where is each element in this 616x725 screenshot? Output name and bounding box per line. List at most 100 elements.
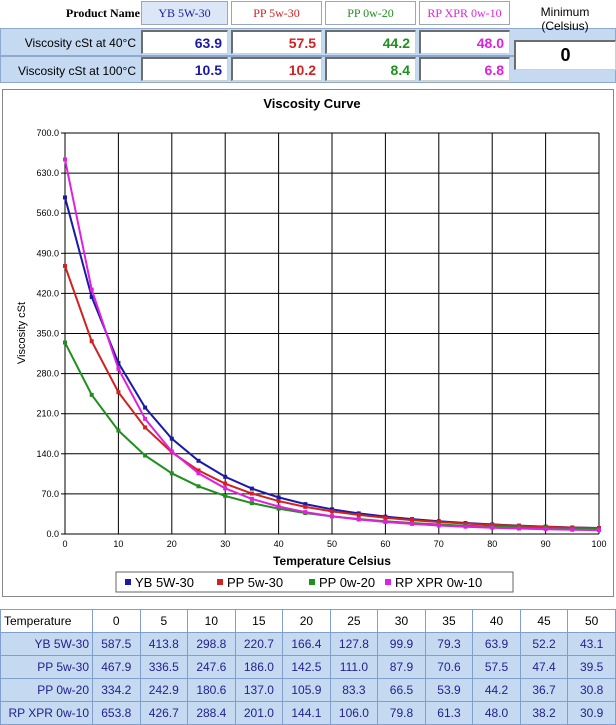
table-cell: 52.2 (519, 632, 569, 656)
series-point (330, 509, 334, 514)
y-tick-label: 350.0 (36, 329, 59, 339)
table-row-label: YB 5W-30 (0, 632, 93, 656)
viscosity-100c-pp-5w-30[interactable]: 10.2 (231, 57, 322, 81)
table-cell: 288.4 (187, 701, 236, 725)
chart-axes: 0 10 20 30 40 50 60 70 80 90 100 0.0 70.0 140.0 210.0 2… (36, 128, 606, 549)
table-header-temp: 40 (472, 609, 521, 633)
table-row: PP 5w-30 467.9 336.5 247.6 186.0 142.5 111.0 87… (0, 655, 616, 679)
legend-entry: PP 5w-30 (227, 575, 283, 590)
series-point (89, 392, 94, 397)
table-header-row: Temperature 0 5 10 15 20 25 30 35 40 45 50 (0, 609, 616, 633)
table-cell: 111.0 (329, 655, 379, 679)
legend-swatch (125, 579, 131, 585)
table-cell: 142.5 (282, 655, 331, 679)
table-header-temp: 30 (377, 609, 426, 633)
table-cell: 336.5 (139, 655, 189, 679)
table-row-label: PP 5w-30 (0, 655, 93, 679)
table-cell: 53.9 (424, 678, 474, 702)
series-point (223, 481, 228, 486)
table-header-temp: 10 (187, 609, 236, 633)
viscosity-100c-yb-5w-30[interactable]: 10.5 (141, 57, 228, 81)
series-point (410, 521, 415, 526)
table-cell: 39.5 (567, 655, 616, 679)
series-point (63, 340, 67, 345)
table-cell: 38.2 (519, 701, 569, 725)
viscosity-40c-pp-5w-30[interactable]: 57.5 (231, 30, 322, 54)
table-header-temp: 20 (282, 609, 331, 633)
table-cell: 413.8 (139, 632, 189, 656)
y-tick-label: 210.0 (36, 409, 59, 419)
table-cell: 247.6 (187, 655, 236, 679)
x-axis-label: Temperature Celsius (273, 554, 391, 568)
y-tick-label: 280.0 (36, 369, 59, 379)
series-point (356, 512, 361, 517)
viscosity-40c-rp-xpr-0w-10[interactable]: 48.0 (419, 30, 510, 54)
table-row-label: RP XPR 0w-10 (0, 701, 93, 725)
table-cell: 44.2 (472, 678, 521, 702)
series-point (89, 294, 94, 299)
table-cell: 70.6 (424, 655, 474, 679)
series-point (410, 518, 415, 523)
series-point (143, 416, 148, 421)
series-point (249, 491, 254, 496)
series-point (196, 471, 201, 476)
table-cell: 83.3 (329, 678, 379, 702)
y-tick-label: 700.0 (36, 128, 59, 138)
series-point (249, 496, 254, 501)
table-row-label: PP 0w-20 (0, 678, 93, 702)
series-point (330, 507, 334, 512)
series-point (570, 527, 575, 532)
series-point (463, 521, 468, 526)
row-label-100c: Viscosity cSt at 100°C (18, 64, 136, 78)
series-point (169, 471, 174, 476)
series-point (543, 527, 548, 532)
table-cell: 166.4 (282, 632, 331, 656)
table-row: PP 0w-20 334.2 242.9 180.6 137.0 105.9 83.3 66.… (0, 678, 616, 702)
series-point (143, 425, 148, 430)
viscosity-100c-rp-xpr-0w-10[interactable]: 6.8 (419, 57, 510, 81)
series-point (463, 524, 468, 529)
legend-swatch (217, 579, 223, 585)
viscosity-chart: Viscosity Curve 0 10 20 30 40 50 60 70 80 90 100 0.… (16, 96, 607, 593)
x-tick-label: 0 (62, 539, 67, 549)
table-cell: 220.7 (234, 632, 284, 656)
row-label-40c: Viscosity cSt at 40°C (24, 36, 136, 50)
series-point (89, 339, 94, 344)
product-header-rp-xpr-0w-10: RP XPR 0w-10 (419, 1, 510, 25)
x-tick-label: 90 (541, 539, 551, 549)
table-cell: 144.1 (282, 701, 331, 725)
viscosity-chart-panel: Viscosity Curve 0 10 20 30 40 50 60 70 80 90 100 0.… (2, 89, 614, 597)
table-cell: 467.9 (92, 655, 141, 679)
x-tick-label: 30 (220, 539, 230, 549)
y-tick-label: 560.0 (36, 208, 59, 218)
table-cell: 99.9 (377, 632, 426, 656)
x-tick-label: 40 (274, 539, 284, 549)
legend-swatch (385, 579, 391, 585)
viscosity-40c-yb-5w-30[interactable]: 63.9 (141, 30, 228, 54)
legend-entry: YB 5W-30 (135, 575, 194, 590)
series-point (490, 525, 495, 530)
series-point (303, 502, 308, 507)
series-point (196, 484, 201, 489)
legend-swatch (309, 579, 315, 585)
x-tick-label: 10 (113, 539, 123, 549)
minimum-celsius-input[interactable]: 0 (514, 40, 616, 70)
series-point (223, 493, 228, 498)
table-cell: 587.5 (92, 632, 141, 656)
series-point (276, 506, 281, 511)
viscosity-table: Temperature 0 5 10 15 20 25 30 35 40 45 50 YB 5W-30 5… (0, 609, 616, 725)
viscosity-40c-pp-0w-20[interactable]: 44.2 (325, 30, 416, 54)
table-cell: 63.9 (472, 632, 521, 656)
table-header-temp: 50 (567, 609, 616, 633)
table-cell: 105.9 (282, 678, 331, 702)
table-cell: 186.0 (234, 655, 284, 679)
series-point (249, 501, 254, 506)
series-point (597, 528, 601, 533)
x-tick-label: 80 (487, 539, 497, 549)
chart-grid (64, 132, 600, 535)
series-point (143, 405, 148, 410)
series-point (63, 195, 67, 200)
table-cell: 127.8 (329, 632, 379, 656)
viscosity-100c-pp-0w-20[interactable]: 8.4 (325, 57, 416, 81)
x-tick-label: 100 (591, 539, 606, 549)
